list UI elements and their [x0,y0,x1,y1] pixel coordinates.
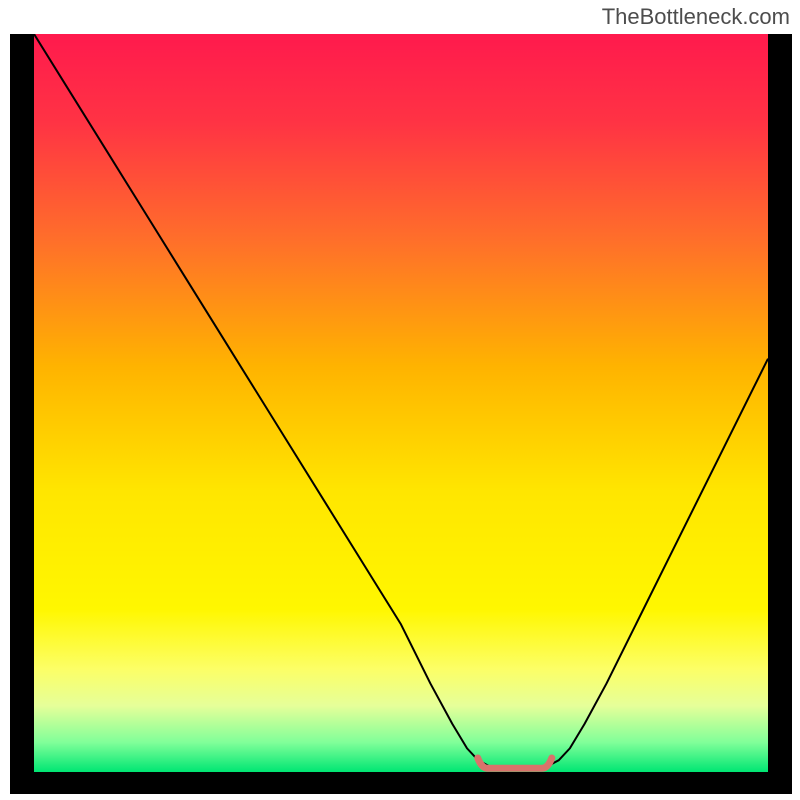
axis-right-bar [768,34,792,794]
chart-svg [10,34,792,794]
axis-bottom-bar [10,772,792,794]
plot-area [10,34,792,794]
chart-background [34,34,768,772]
attribution-text: TheBottleneck.com [602,4,790,30]
axis-left-bar [10,34,34,794]
chart-container: TheBottleneck.com [0,0,800,800]
